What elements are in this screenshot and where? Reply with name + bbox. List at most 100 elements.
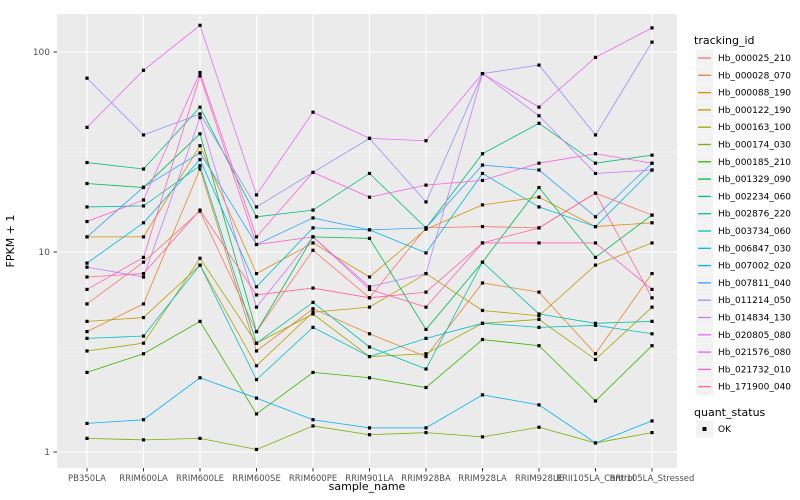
data-point xyxy=(198,256,202,260)
data-point xyxy=(424,431,428,435)
data-point xyxy=(367,285,372,289)
legend-label: Hb_014834_130 xyxy=(718,314,791,324)
data-point xyxy=(198,157,202,162)
data-point xyxy=(537,325,541,329)
data-point xyxy=(480,393,485,397)
data-point xyxy=(480,435,485,439)
data-point xyxy=(650,431,654,435)
data-point xyxy=(311,310,315,314)
data-point xyxy=(311,286,315,290)
data-point xyxy=(141,235,146,239)
data-point xyxy=(367,275,372,279)
panel-background xyxy=(57,14,677,468)
legend-label: Hb_000174_030 xyxy=(718,141,791,151)
data-point xyxy=(650,296,654,300)
data-point xyxy=(650,271,654,276)
data-point xyxy=(198,144,202,148)
data-point xyxy=(650,332,654,336)
x-tick-label: RRIM600SE xyxy=(232,474,281,484)
legend-label: Hb_021732_010 xyxy=(718,365,791,375)
data-point xyxy=(650,344,654,348)
legend-item: Hb_007811_040 xyxy=(696,274,791,292)
legend-item: Hb_021576_080 xyxy=(696,343,791,361)
data-point xyxy=(650,319,654,323)
data-point xyxy=(424,251,428,255)
x-tick-label: RRIM600LE xyxy=(176,474,224,484)
data-point xyxy=(593,152,598,156)
data-point xyxy=(367,296,372,300)
data-point xyxy=(311,216,315,220)
legend-label: Hb_002876_220 xyxy=(718,210,791,220)
quant-legend-item: OK xyxy=(696,420,732,438)
data-point xyxy=(593,55,598,59)
data-point xyxy=(198,208,202,212)
data-point xyxy=(198,151,202,155)
data-point xyxy=(198,115,202,120)
data-point xyxy=(85,336,89,340)
data-point xyxy=(141,352,146,356)
data-point xyxy=(367,236,372,240)
legend-item: Hb_006847_030 xyxy=(696,239,791,257)
data-point xyxy=(650,26,654,30)
data-point xyxy=(367,354,372,359)
data-point xyxy=(85,160,89,165)
data-point xyxy=(198,263,202,267)
data-point xyxy=(254,305,259,309)
data-point xyxy=(424,200,428,204)
data-point xyxy=(537,241,541,245)
data-point xyxy=(141,438,146,442)
data-point xyxy=(254,293,259,297)
data-point xyxy=(141,315,146,320)
data-point xyxy=(85,125,89,129)
y-tick-label: 10 xyxy=(39,248,51,258)
data-point xyxy=(650,161,654,165)
data-point xyxy=(650,241,654,245)
data-point xyxy=(311,235,315,239)
data-point xyxy=(254,242,259,247)
data-point xyxy=(367,345,372,349)
data-point xyxy=(311,241,315,245)
data-point xyxy=(254,364,259,368)
data-point xyxy=(424,226,428,230)
data-point xyxy=(141,334,146,338)
legend-item: Hb_000174_030 xyxy=(696,136,791,153)
data-point xyxy=(141,275,146,279)
x-tick-label: RRIM928LA xyxy=(458,474,507,484)
data-point xyxy=(593,255,598,259)
data-point xyxy=(367,136,372,140)
data-point xyxy=(650,419,654,423)
data-point xyxy=(141,255,146,259)
legend-item: Hb_021732_010 xyxy=(696,360,791,378)
data-point xyxy=(198,70,202,75)
data-point xyxy=(141,204,146,208)
data-point xyxy=(480,224,485,229)
data-point xyxy=(198,436,202,440)
legend-label: Hb_002234_060 xyxy=(718,192,791,202)
legend-item: Hb_000185_210 xyxy=(696,153,791,171)
data-point xyxy=(593,224,598,229)
legend-item: Hb_020805_080 xyxy=(696,326,791,344)
data-point xyxy=(593,263,598,267)
data-point xyxy=(424,385,428,390)
data-point xyxy=(424,290,428,294)
legend-label: Hb_000025_210 xyxy=(718,54,791,64)
data-point xyxy=(85,370,89,375)
data-point xyxy=(650,40,654,44)
legend-label: Hb_020805_080 xyxy=(718,331,791,341)
legend-item: Hb_000163_100 xyxy=(696,118,791,136)
data-point xyxy=(85,261,89,265)
data-point xyxy=(650,221,654,225)
data-point xyxy=(85,349,89,353)
data-point xyxy=(254,412,259,416)
legend-title: tracking_id xyxy=(694,34,755,47)
data-point xyxy=(424,139,428,143)
data-point xyxy=(254,215,259,219)
data-point xyxy=(480,260,485,264)
data-point xyxy=(424,354,428,359)
data-point xyxy=(311,208,315,212)
data-point xyxy=(254,378,259,382)
x-tick-label: RRIM928BA xyxy=(401,474,451,484)
data-point xyxy=(480,281,485,285)
x-tick-label: RRIM928LE xyxy=(515,474,563,484)
